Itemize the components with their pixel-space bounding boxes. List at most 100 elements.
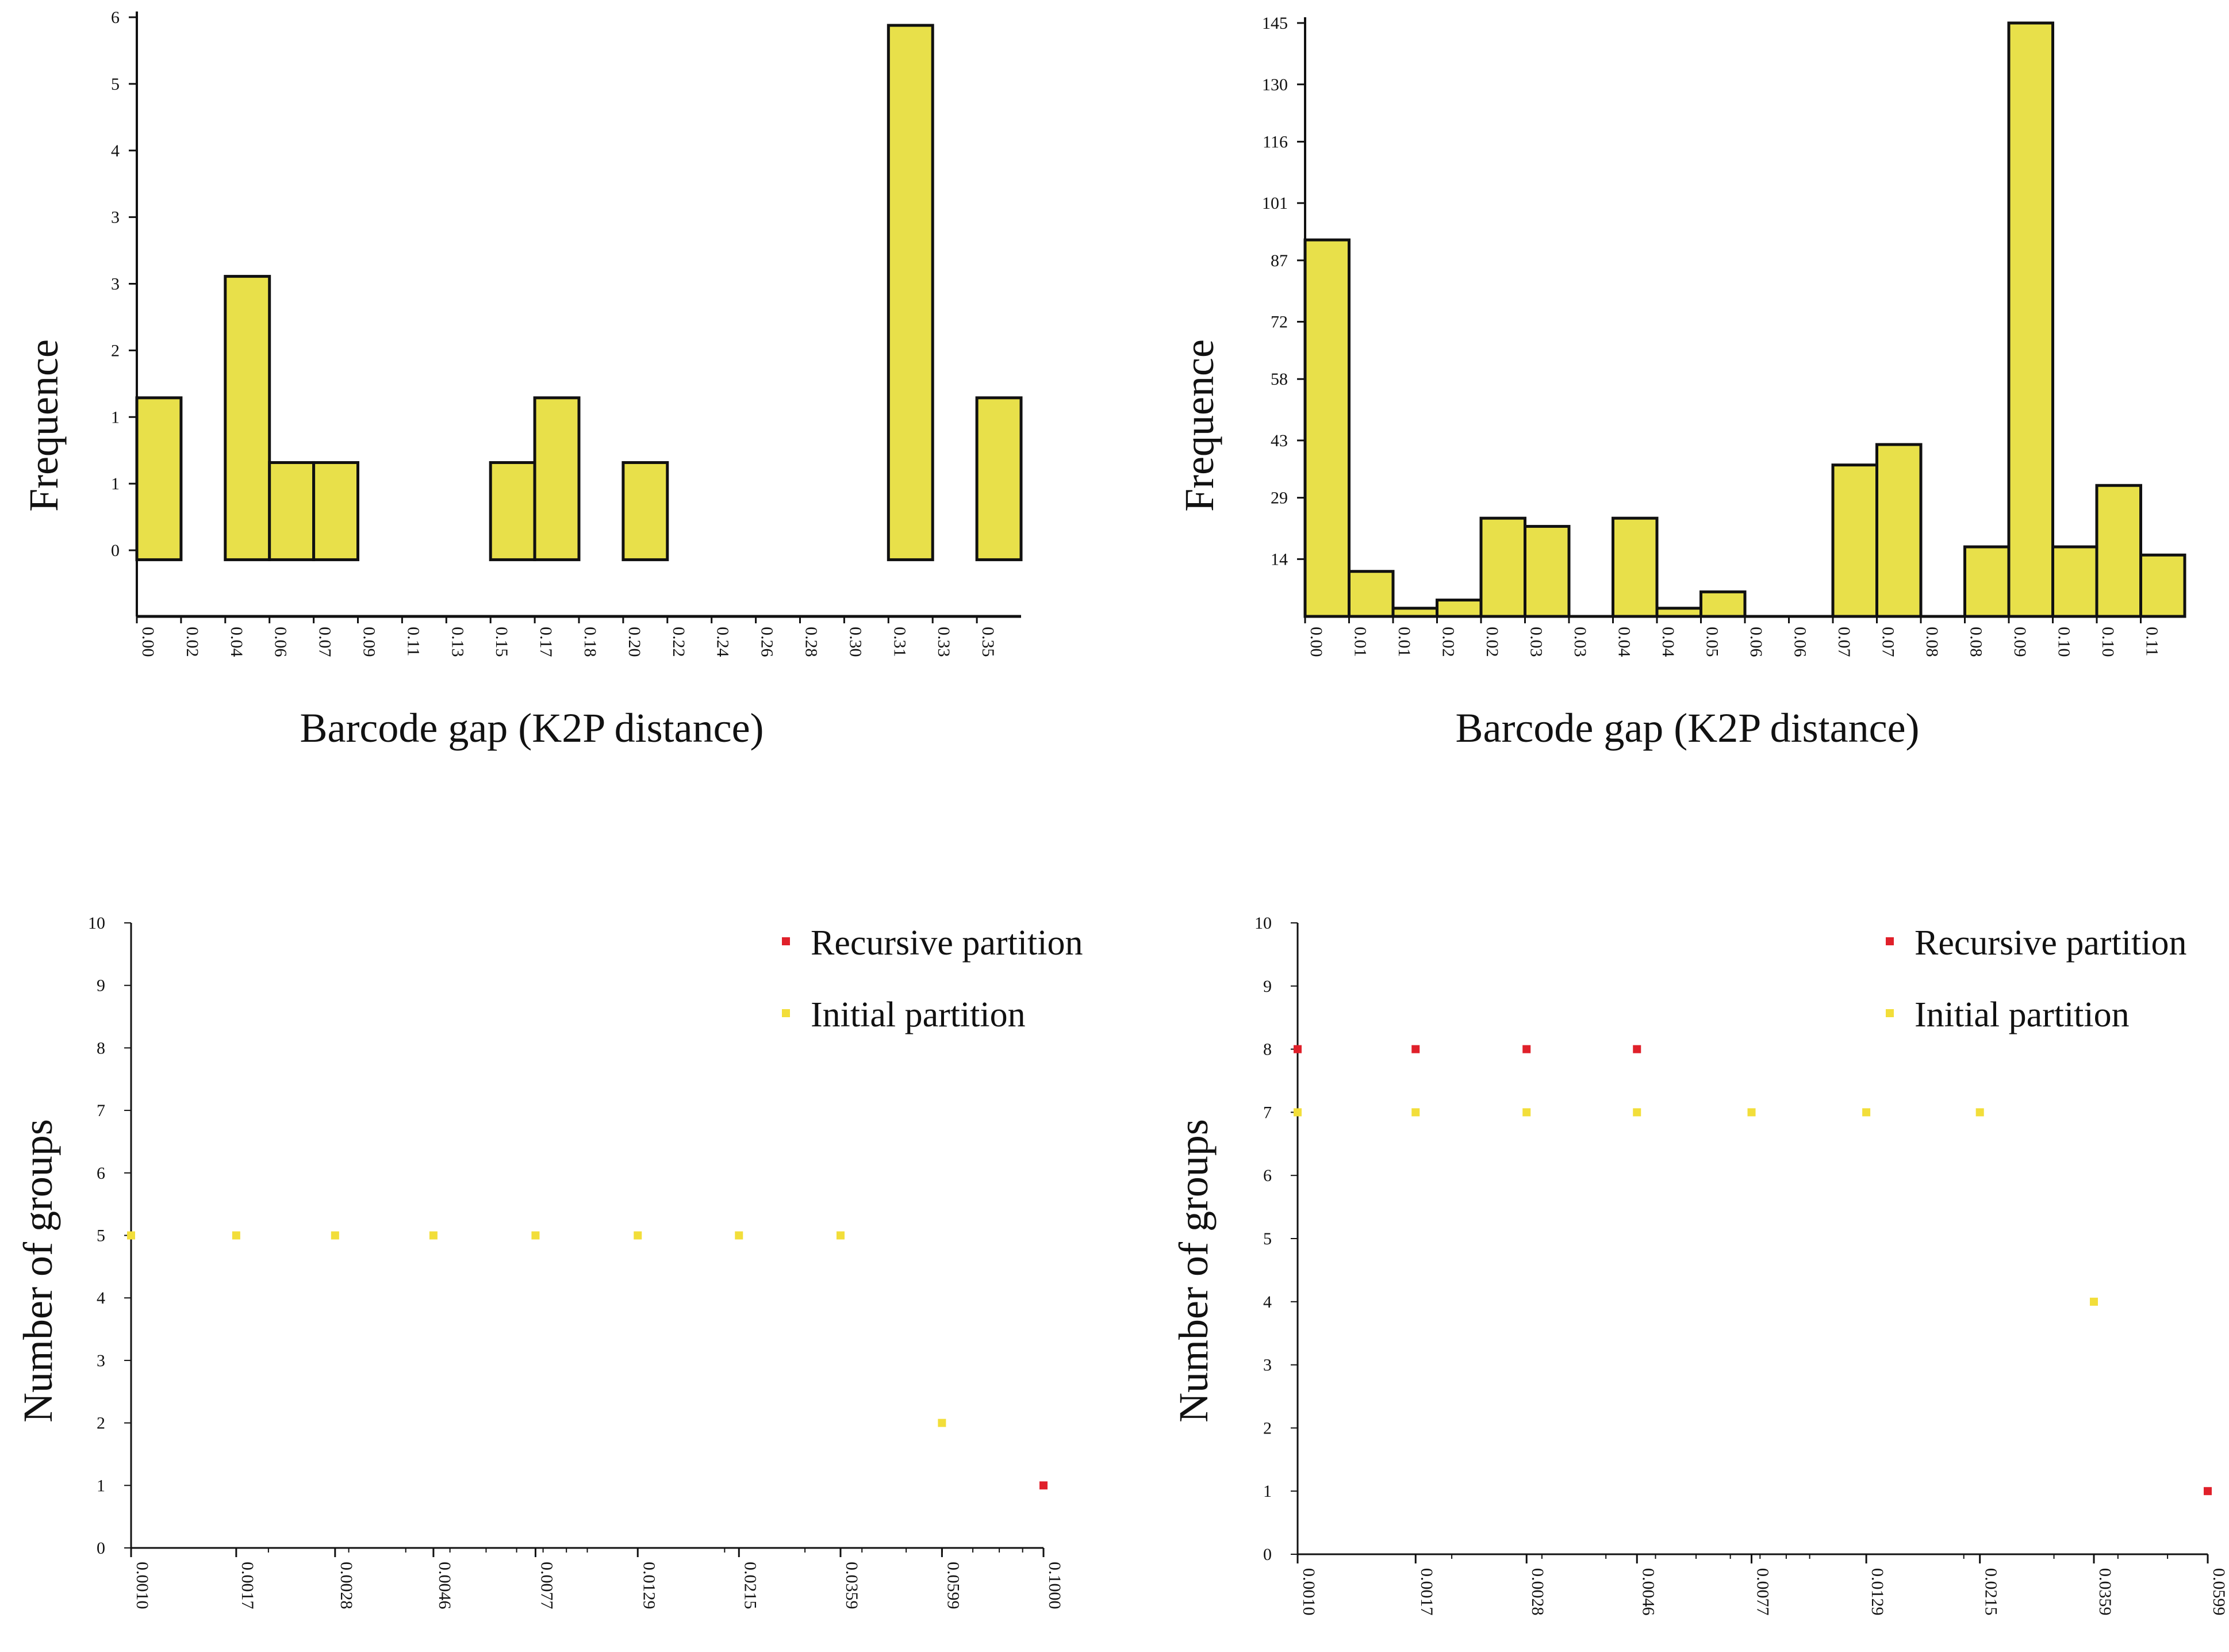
y-tick-label: 8	[97, 1038, 105, 1057]
x-tick-label: 0.07	[1879, 627, 1898, 657]
y-tick-label: 4	[1263, 1293, 1272, 1312]
x-tick-label: 0.0215	[1982, 1568, 2001, 1616]
x-tick-label: 0.11	[2143, 627, 2162, 656]
x-tick-label: 0.03	[1527, 627, 1546, 657]
x-tick-label: 0.0129	[639, 1562, 658, 1609]
histogram-panel-1: 0 1 1 2 3 3 4 5 6 0.00 0.02 0.04 0.06 0.07 0.09 0.11 0.1…	[21, 8, 1023, 751]
y-tick-label: 6	[111, 8, 120, 27]
x-tick-label: 0.0359	[842, 1562, 861, 1609]
y-tick-label: 1	[97, 1476, 105, 1495]
bar	[1612, 516, 1659, 618]
data-point	[531, 1231, 540, 1240]
y-tick-label: 9	[1263, 977, 1272, 996]
y-tick-label: 5	[1263, 1229, 1272, 1248]
bar	[312, 461, 359, 561]
x-tick-label: 0.0046	[435, 1562, 454, 1609]
data-point	[1862, 1108, 1871, 1117]
x-tick-label: 0.18	[581, 627, 600, 657]
y-tick-label: 5	[97, 1226, 105, 1245]
data-point	[735, 1231, 743, 1240]
bar	[621, 461, 669, 561]
y-tick-label: 7	[97, 1101, 105, 1120]
x-tick-label: 0.01	[1351, 627, 1370, 657]
bar	[1303, 238, 1351, 618]
x-tick-label: 0.02	[1483, 627, 1502, 657]
x-tick-label: 0.11	[404, 627, 423, 656]
bar	[533, 396, 581, 561]
x-tick-label: 0.10	[2098, 627, 2117, 657]
y-tick-label: 2	[97, 1414, 105, 1433]
bar	[887, 24, 934, 561]
y-axis-label: Frequence	[1176, 339, 1222, 512]
data-point	[232, 1231, 240, 1240]
bar	[1348, 570, 1395, 618]
x-tick-label: 0.10	[2055, 627, 2074, 657]
x-tick-label: 0.0017	[238, 1562, 257, 1609]
y-axis-label: Number of groups	[15, 1119, 61, 1423]
bar	[135, 396, 183, 561]
x-tick-label: 0.0359	[2096, 1568, 2115, 1616]
y-tick-label: 0	[97, 1539, 105, 1558]
histogram-panel-2: 14 29 43 58 72 87 101 116 130 145 0.00 0.01 0.01 0.02…	[1176, 14, 2186, 751]
bar	[1831, 463, 1878, 618]
y-tick-label: 5	[111, 75, 120, 94]
x-tick-label: 0.24	[713, 627, 732, 657]
data-point	[331, 1231, 339, 1240]
legend-label: Initial partition	[811, 995, 1026, 1034]
y-tick-label: 2	[111, 341, 120, 360]
bar	[224, 275, 271, 561]
scatter-panel-1: 0 1 2 3 4 5 6 7 8 9 10 0.0010 0.0017 0.0028 0.0046 0.00…	[15, 914, 1083, 1609]
x-tick-label: 0.0046	[1639, 1568, 1658, 1616]
y-tick-label: 4	[111, 141, 120, 160]
y-tick-label: 1	[1263, 1482, 1272, 1501]
x-tick-label: 0.0028	[337, 1562, 356, 1609]
bar	[2007, 21, 2054, 618]
y-tick-label: 116	[1263, 132, 1288, 151]
y-tick-label: 58	[1271, 370, 1288, 389]
y-tick-label: 1	[111, 474, 120, 493]
y-tick-label: 6	[1263, 1166, 1272, 1185]
data-point	[1039, 1481, 1048, 1490]
x-tick-label: 0.0077	[537, 1562, 556, 1609]
x-tick-label: 0.1000	[1045, 1562, 1064, 1609]
x-tick-label: 0.31	[890, 627, 909, 657]
bar	[1963, 545, 2011, 618]
x-tick-label: 0.02	[1439, 627, 1458, 657]
bar	[975, 396, 1023, 561]
x-tick-label: 0.0599	[2209, 1568, 2228, 1616]
x-tick-label: 0.0028	[1528, 1568, 1547, 1616]
x-tick-label: 0.0077	[1754, 1568, 1773, 1616]
data-point	[1411, 1108, 1420, 1117]
y-tick-label: 3	[111, 275, 120, 294]
x-tick-label: 0.28	[802, 627, 821, 657]
bar	[1655, 607, 1702, 618]
x-tick-label: 0.01	[1395, 627, 1414, 657]
y-tick-label: 10	[1254, 914, 1272, 933]
bar	[2095, 484, 2142, 618]
y-tick-label: 3	[111, 208, 120, 227]
bar	[1436, 599, 1483, 618]
x-tick-label: 0.04	[1615, 627, 1634, 657]
x-tick-label: 0.07	[316, 627, 335, 657]
data-point	[1633, 1108, 1641, 1117]
y-axis-label: Frequence	[21, 339, 67, 512]
data-point	[429, 1231, 438, 1240]
data-point	[1747, 1108, 1756, 1117]
x-tick-label: 0.09	[360, 627, 379, 657]
y-tick-label: 9	[97, 976, 105, 995]
x-tick-label: 0.03	[1571, 627, 1590, 657]
x-tick-label: 0.05	[1703, 627, 1722, 657]
x-tick-label: 0.0010	[133, 1562, 152, 1609]
y-tick-label: 3	[1263, 1356, 1272, 1375]
y-tick-label: 43	[1271, 431, 1288, 450]
y-tick-label: 3	[97, 1351, 105, 1370]
x-tick-label: 0.02	[183, 627, 202, 657]
bar	[1479, 516, 1526, 618]
legend-label: Recursive partition	[1915, 923, 2186, 963]
x-tick-label: 0.20	[625, 627, 644, 657]
data-point	[1294, 1045, 1302, 1053]
data-point	[1294, 1108, 1302, 1117]
x-tick-label: 0.13	[448, 627, 467, 657]
y-tick-label: 10	[88, 914, 105, 933]
